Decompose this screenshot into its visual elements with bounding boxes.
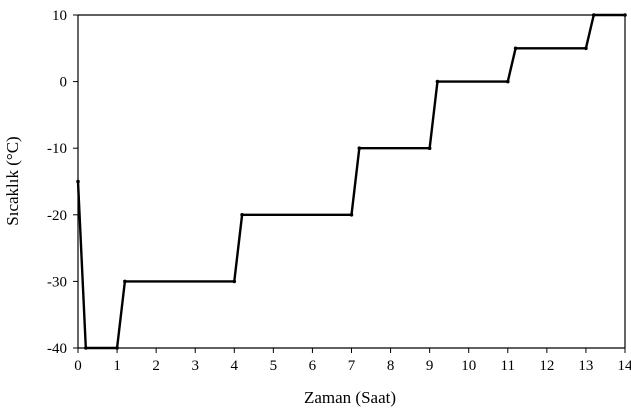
x-tick-label: 0 <box>74 358 82 374</box>
data-point <box>123 279 127 284</box>
x-tick-label: 3 <box>191 358 199 374</box>
y-tick-label: -30 <box>47 274 67 290</box>
y-axis-label: Sıcaklık (°C) <box>3 136 22 225</box>
data-point <box>505 79 510 84</box>
data-point <box>591 13 596 17</box>
x-tick-label: 13 <box>578 358 593 374</box>
x-tick-label: 8 <box>387 358 395 374</box>
x-tick-label: 5 <box>270 358 278 374</box>
data-point <box>84 346 88 350</box>
y-tick-label: 10 <box>52 8 67 24</box>
y-tick-label: -40 <box>47 341 67 357</box>
x-tick-label: 2 <box>152 358 160 374</box>
data-point <box>427 146 432 150</box>
y-tick-label: -10 <box>47 141 67 157</box>
y-tick-label: 0 <box>60 75 68 91</box>
x-axis-ticks: 0 1 2 3 4 5 6 7 8 9 10 11 12 13 14 <box>74 348 631 374</box>
x-tick-label: 11 <box>501 358 515 374</box>
data-point <box>357 146 362 150</box>
series-layer <box>76 13 627 350</box>
data-point <box>240 213 244 217</box>
data-point <box>623 13 627 17</box>
x-tick-label: 9 <box>426 358 434 374</box>
data-point <box>349 213 354 217</box>
x-axis-label: Zaman (Saat) <box>304 388 396 407</box>
data-point <box>435 79 440 84</box>
data-point <box>584 46 588 51</box>
data-point <box>76 179 80 184</box>
y-axis-ticks: -40 -30 -20 -10 0 10 <box>47 8 78 357</box>
x-tick-label: 7 <box>348 358 356 374</box>
x-tick-label: 6 <box>309 358 317 374</box>
x-tick-label: 10 <box>461 358 476 374</box>
plot-frame <box>77 14 626 349</box>
data-point <box>513 46 518 51</box>
data-point <box>232 279 237 284</box>
temperature-line <box>76 13 625 350</box>
y-tick-label: -20 <box>47 208 67 224</box>
x-tick-label: 1 <box>113 358 121 374</box>
x-tick-label: 14 <box>618 358 631 374</box>
x-tick-label: 12 <box>539 358 554 374</box>
x-tick-label: 4 <box>231 358 239 374</box>
data-point <box>115 346 119 350</box>
